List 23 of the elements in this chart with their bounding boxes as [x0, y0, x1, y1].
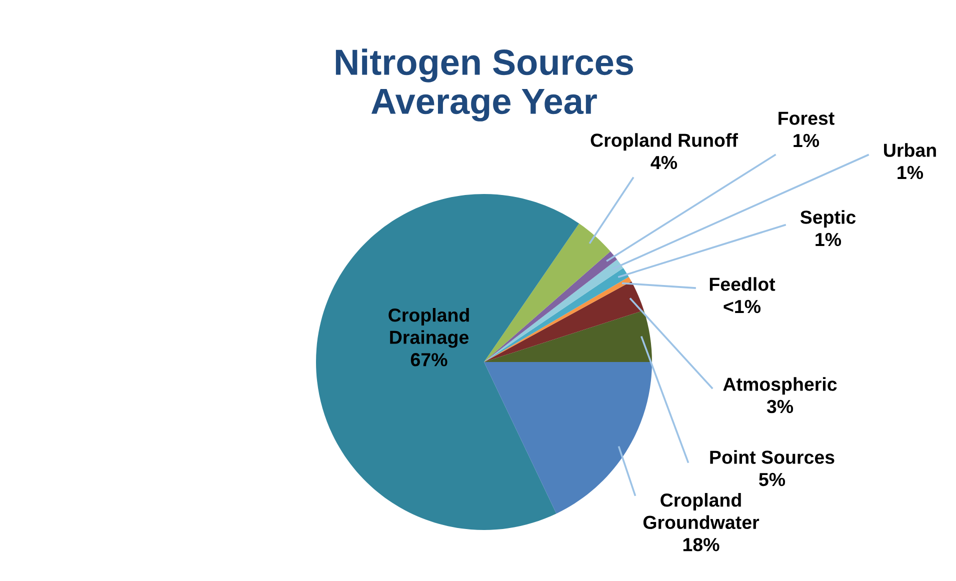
- data-label: 1%: [794, 134, 820, 148]
- slice-label: Cropland Groundwater: [643, 493, 760, 530]
- chart-title: Nitrogen Sources Average Year: [336, 48, 634, 122]
- slice-label: Cropland Drainage: [388, 308, 469, 348]
- pie-slice: [484, 362, 652, 514]
- slice-label: Point Sources: [710, 450, 834, 464]
- data-label: 4%: [650, 156, 678, 170]
- data-label: 67%: [410, 353, 448, 366]
- data-label: <1%: [724, 300, 761, 314]
- data-label: 5%: [759, 472, 786, 486]
- slice-label: Septic: [800, 210, 856, 228]
- data-label: 18%: [683, 538, 720, 552]
- data-label: 3%: [766, 400, 794, 414]
- slice-label: Forest: [778, 112, 834, 125]
- slice-label: Urban: [884, 143, 936, 157]
- pie-slice: [484, 224, 610, 362]
- pie-slice: [484, 310, 652, 362]
- data-label: 1%: [816, 232, 842, 246]
- slice-label: Feedlot: [710, 277, 776, 291]
- data-label: 1%: [898, 166, 924, 180]
- slice-label: Atmospheric: [723, 377, 837, 395]
- pie-slice: [316, 194, 580, 530]
- slice-label: Cropland Runoff: [590, 133, 738, 151]
